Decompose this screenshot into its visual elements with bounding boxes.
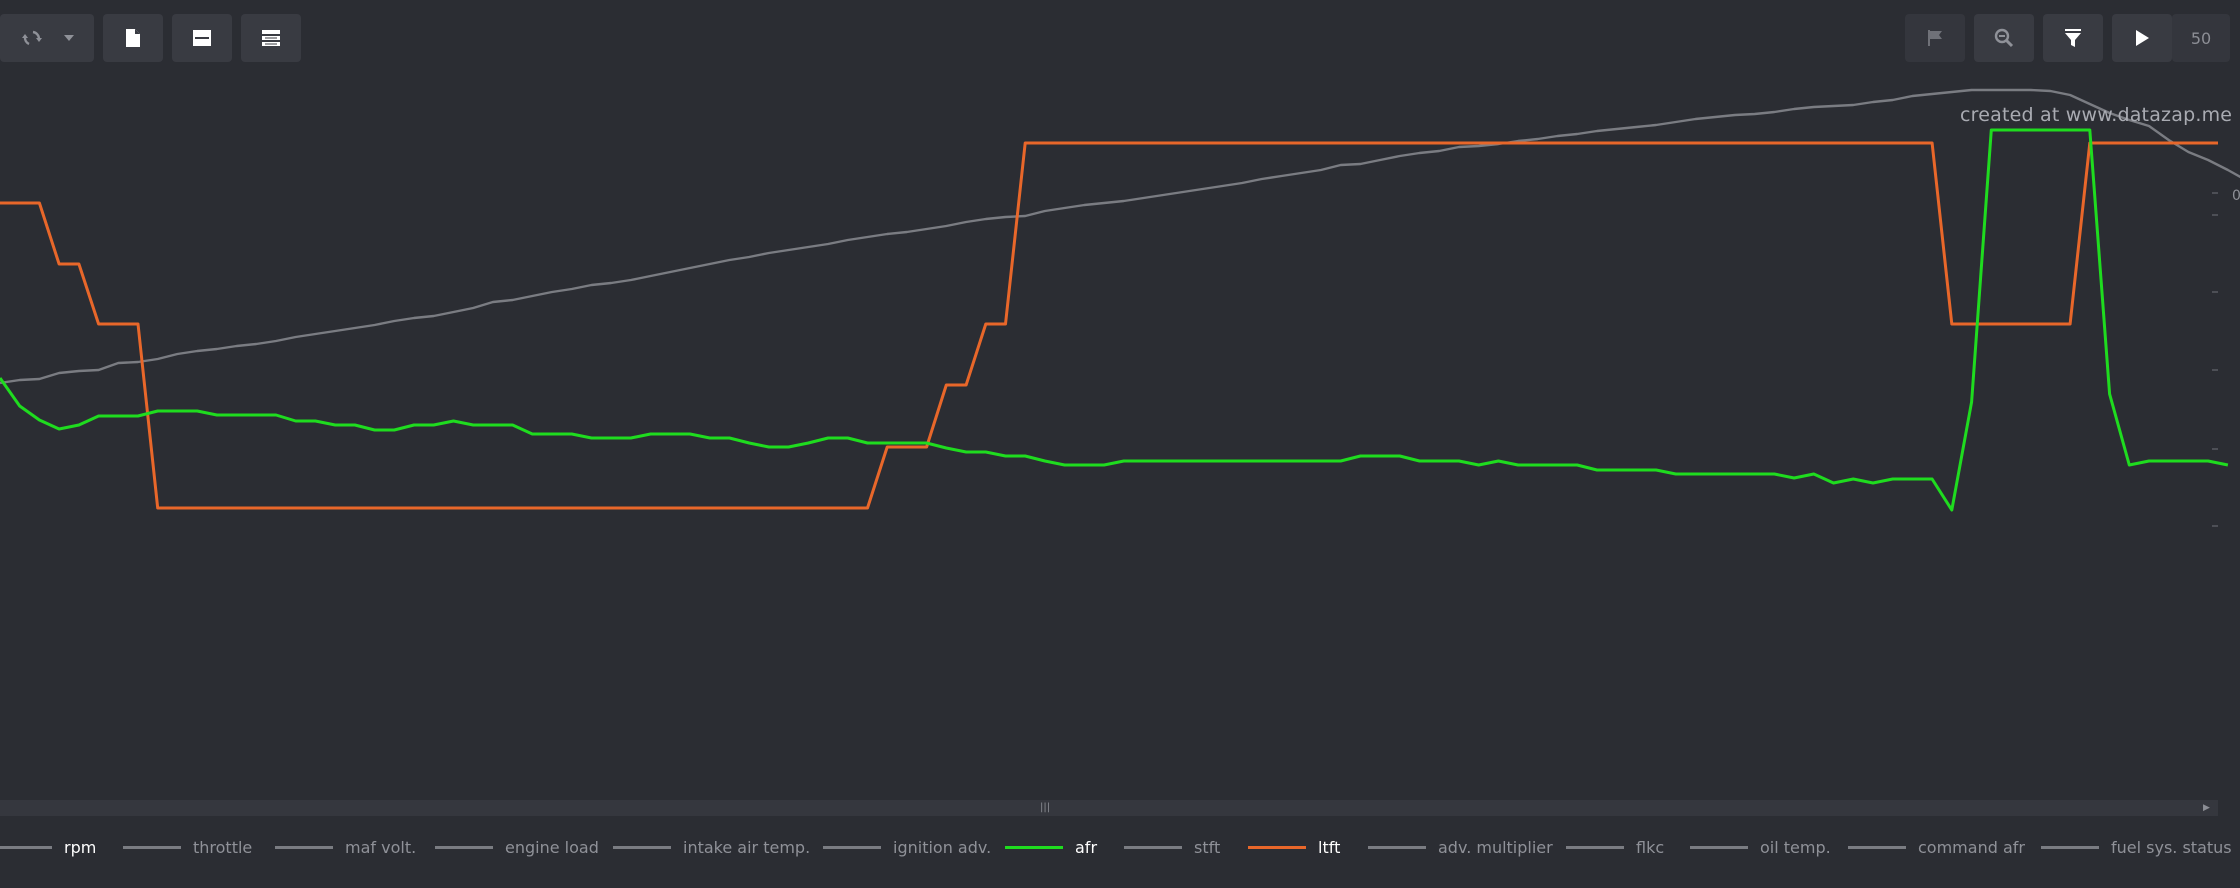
legend-label: throttle — [193, 838, 253, 857]
legend-item-rpm[interactable]: rpm — [0, 838, 96, 857]
layout-button[interactable] — [172, 14, 232, 62]
legend-label: intake air temp. — [683, 838, 811, 857]
play-icon — [2134, 29, 2150, 47]
legend-swatch — [123, 846, 181, 849]
scroll-grip-icon[interactable]: ||| — [1040, 802, 1051, 813]
legend-item-command-afr[interactable]: command afr — [1848, 838, 2025, 857]
legend-swatch — [1566, 846, 1624, 849]
legend-item-engine-load[interactable]: engine load — [435, 838, 599, 857]
series-line-afr — [0, 128, 2229, 512]
legend-label: adv. multiplier — [1438, 838, 1553, 857]
legend-item-ltft[interactable]: ltft — [1248, 838, 1340, 857]
legend-label: command afr — [1918, 838, 2025, 857]
legend-label: ltft — [1318, 838, 1341, 857]
legend-label: rpm — [64, 838, 97, 857]
axis-tick-label: 0 — [2232, 188, 2240, 204]
chart-plot[interactable]: 0 — [0, 0, 2240, 830]
legend-label: fuel sys. status — [2111, 838, 2232, 857]
legend-item-intake-air-temp[interactable]: intake air temp. — [613, 838, 810, 857]
legend-item-fuel-sys-status[interactable]: fuel sys. status — [2041, 838, 2232, 857]
legend-label: stft — [1194, 838, 1221, 857]
horizontal-scrollbar[interactable]: ||| ▶ — [0, 800, 2218, 816]
play-button[interactable] — [2112, 14, 2172, 62]
flag-icon — [1926, 29, 1944, 47]
legend-item-flkc[interactable]: flkc — [1566, 838, 1664, 857]
legend-swatch — [275, 846, 333, 849]
legend-swatch — [0, 846, 52, 849]
playback-count-field[interactable]: 50 — [2172, 14, 2230, 62]
series-layer — [0, 88, 2240, 512]
file-button[interactable] — [103, 14, 163, 62]
layout-icon — [192, 29, 212, 47]
watermark: created at www.datazap.me — [1960, 104, 2233, 126]
sync-icon — [19, 28, 63, 48]
legend-label: ignition adv. — [893, 838, 992, 857]
series-line-ignition-adv — [0, 88, 2240, 385]
legend-item-oil-temp[interactable]: oil temp. — [1690, 838, 1831, 857]
legend-swatch — [1248, 846, 1306, 849]
chevron-down-icon — [63, 34, 75, 42]
zoom-out-button[interactable] — [1974, 14, 2034, 62]
legend-item-throttle[interactable]: throttle — [123, 838, 252, 857]
legend-swatch — [2041, 846, 2099, 849]
zoom-out-icon — [1994, 28, 2014, 48]
legend-swatch — [823, 846, 881, 849]
legend-item-stft[interactable]: stft — [1124, 838, 1220, 857]
file-icon — [125, 28, 141, 48]
layers-icon — [261, 29, 281, 47]
legend-label: afr — [1075, 838, 1098, 857]
scroll-right-arrow-icon[interactable]: ▶ — [2203, 803, 2210, 813]
legend-item-afr[interactable]: afr — [1005, 838, 1097, 857]
legend-label: oil temp. — [1760, 838, 1831, 857]
legend-swatch — [613, 846, 671, 849]
legend-item-adv-multiplier[interactable]: adv. multiplier — [1368, 838, 1553, 857]
legend-label: engine load — [505, 838, 599, 857]
layers-button[interactable] — [241, 14, 301, 62]
right-axis-ticks: 0 — [2212, 188, 2240, 527]
legend-swatch — [1368, 846, 1426, 849]
legend-swatch — [1005, 846, 1063, 849]
legend-swatch — [1124, 846, 1182, 849]
legend-label: maf volt. — [345, 838, 417, 857]
legend-item-ignition-adv[interactable]: ignition adv. — [823, 838, 991, 857]
series-line-ltft — [0, 141, 2218, 510]
legend-swatch — [1690, 846, 1748, 849]
legend-item-maf-volt[interactable]: maf volt. — [275, 838, 416, 857]
legend-swatch — [435, 846, 493, 849]
filter-icon — [2064, 28, 2082, 48]
legend-label: flkc — [1636, 838, 1665, 857]
flag-button[interactable] — [1905, 14, 1965, 62]
sync-dropdown-button[interactable] — [0, 14, 94, 62]
legend-swatch — [1848, 846, 1906, 849]
filter-button[interactable] — [2043, 14, 2103, 62]
